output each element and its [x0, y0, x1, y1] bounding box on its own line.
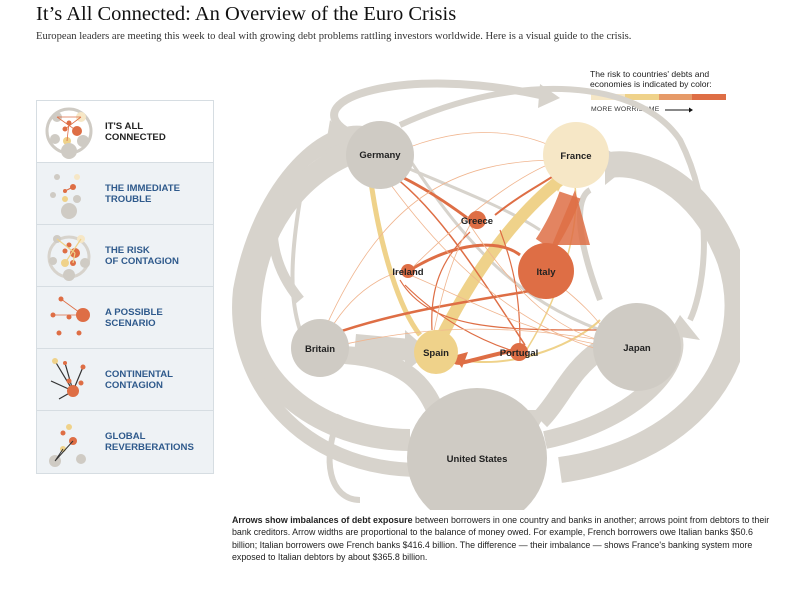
flow-arrow [409, 243, 521, 272]
label-spain: Spain [423, 348, 449, 359]
flow-arrow [431, 231, 471, 331]
flow-arrow [558, 151, 740, 483]
label-japan: Japan [623, 343, 651, 354]
nav-item-continental-contagion[interactable]: CONTINENTAL CONTAGION [37, 349, 213, 411]
node-france[interactable] [543, 122, 609, 188]
debt-exposure-network: Germany France Greece Ireland Italy Brit… [232, 79, 740, 510]
flow-arrow [532, 341, 606, 428]
flow-arrow [399, 279, 601, 331]
label-united-states: United States [447, 454, 508, 465]
legend-swatch-medium [625, 94, 659, 100]
outer-arrows [232, 79, 740, 503]
caption-bold-lead: Arrows show imbalances of debt exposure [232, 515, 413, 525]
legend-swatch-high [659, 94, 692, 100]
node-spain[interactable] [414, 330, 458, 374]
connected-thumbnail-icon [45, 107, 93, 159]
nav-item-possible-scenario[interactable]: A POSSIBLE SCENARIO [37, 287, 213, 349]
nav-label: GLOBAL REVERBERATIONS [105, 430, 194, 453]
flow-arrow [459, 319, 601, 363]
label-ireland: Ireland [392, 267, 423, 278]
node-britain[interactable] [291, 319, 349, 377]
label-france: France [560, 151, 591, 162]
continental-contagion-thumbnail-icon [50, 357, 86, 400]
flow-arrow [535, 191, 581, 252]
flow-arrow [319, 328, 601, 351]
nav-label: THE IMMEDIATE TROUBLE [105, 182, 180, 205]
arrowhead [325, 120, 350, 150]
flow-arrow [453, 348, 516, 365]
arrowhead [605, 148, 630, 185]
flow-arrow [469, 224, 601, 341]
label-italy: Italy [536, 267, 556, 278]
flow-arrow [499, 229, 521, 346]
flow-arrow [379, 169, 601, 351]
flow-arrow [398, 85, 707, 322]
node-germany[interactable] [346, 121, 414, 189]
orange-arrows [329, 168, 601, 365]
node-greece[interactable] [468, 211, 486, 229]
country-nodes [291, 121, 681, 510]
flow-arrow [494, 174, 556, 216]
nav-item-its-all-connected[interactable]: IT'S ALL CONNECTED [37, 101, 213, 163]
flow-arrow [329, 288, 536, 337]
node-portugal[interactable] [510, 343, 528, 361]
legend-more-worrisome-label: MORE WORRISOME [591, 106, 660, 113]
node-japan[interactable] [593, 303, 681, 391]
legend-swatch-highest [692, 94, 726, 100]
nav-item-immediate-trouble[interactable]: THE IMMEDIATE TROUBLE [37, 163, 213, 225]
nav-label: THE RISK OF CONTAGION [105, 244, 179, 267]
nav-item-risk-of-contagion[interactable]: THE RISK OF CONTAGION [37, 225, 213, 287]
flow-arrow [409, 274, 601, 346]
chapter-nav: IT'S ALL CONNECTED THE IMMEDIATE TROUBLE… [36, 100, 214, 474]
flow-arrow [329, 269, 411, 331]
nav-label: A POSSIBLE SCENARIO [105, 306, 163, 329]
caption-body: between borrowers in one country and ban… [232, 515, 770, 563]
flow-arrow [354, 334, 411, 361]
flow-arrow [367, 174, 422, 337]
label-germany: Germany [359, 150, 401, 161]
flow-arrow [326, 413, 361, 503]
node-united-states[interactable] [407, 388, 547, 510]
nav-label: IT'S ALL CONNECTED [105, 120, 166, 143]
flow-arrow [404, 284, 511, 351]
node-italy[interactable] [518, 243, 574, 299]
flow-arrow [238, 139, 411, 451]
arrowhead [538, 84, 560, 108]
explanatory-caption: Arrows show imbalances of debt exposure … [232, 514, 772, 564]
nav-label: CONTINENTAL CONTAGION [105, 368, 174, 391]
thin-link-lines [319, 132, 611, 351]
node-ireland[interactable] [401, 264, 415, 278]
arrowhead [552, 190, 590, 245]
country-labels: Germany France Greece Ireland Italy Brit… [305, 150, 651, 465]
label-britain: Britain [305, 344, 335, 355]
label-portugal: Portugal [500, 348, 539, 359]
immediate-trouble-thumbnail-icon [50, 173, 81, 219]
flow-arrow [290, 199, 302, 331]
flow-arrow [330, 79, 541, 134]
page-subtitle: European leaders are meeting this week t… [36, 31, 632, 42]
label-greece: Greece [461, 216, 493, 227]
arrow-right-icon-head [689, 107, 693, 113]
possible-scenario-thumbnail-icon [50, 296, 90, 335]
legend-text: The risk to countries' debts and economi… [590, 69, 712, 89]
page-title: It’s All Connected: An Overview of the E… [36, 3, 457, 25]
flow-arrow [384, 169, 526, 346]
flow-arrow [319, 159, 561, 341]
risk-of-contagion-thumbnail-icon [47, 234, 91, 281]
global-reverberations-thumbnail-icon [49, 423, 86, 467]
nav-item-global-reverberations[interactable]: GLOBAL REVERBERATIONS [37, 411, 213, 472]
